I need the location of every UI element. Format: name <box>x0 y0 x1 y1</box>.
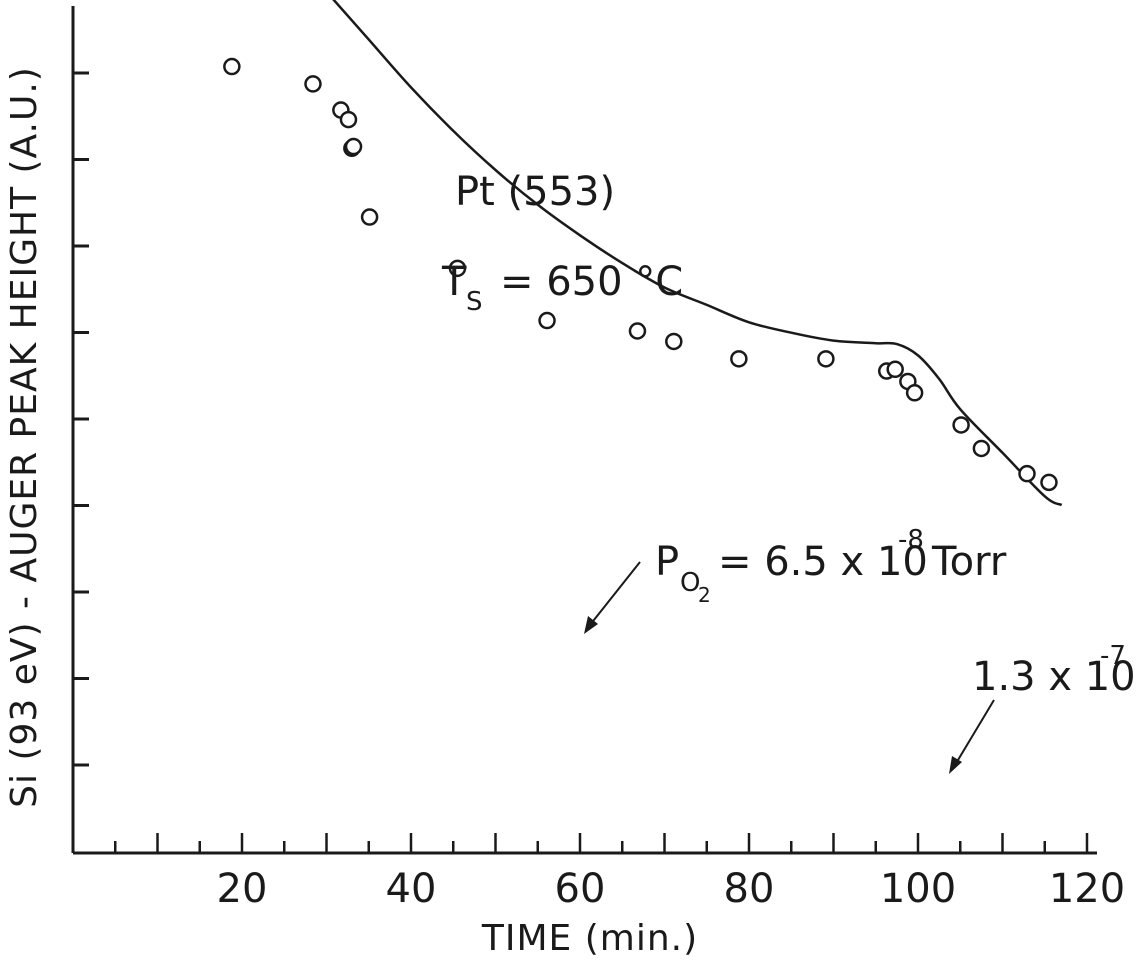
data-point <box>448 259 467 278</box>
y-ticks <box>73 71 89 767</box>
data-point <box>730 350 748 368</box>
temperature-value: = 650 °C <box>500 259 683 305</box>
data-point <box>665 332 683 351</box>
data-points <box>223 57 1058 492</box>
pressure-unit: Torr <box>931 539 1007 585</box>
data-point <box>304 75 322 93</box>
pressure-arrowhead-2 <box>949 756 962 774</box>
data-point <box>223 57 241 76</box>
pressure-arrow-2 <box>951 699 995 771</box>
pressure-2-value: 1.3 x 10 <box>972 654 1136 700</box>
pressure-label-1: P O 2 = 6.5 x 10 -8 Torr <box>655 525 1007 607</box>
pressure-value: = 6.5 x 10 <box>718 539 928 585</box>
pressure-exponent: -8 <box>898 525 924 555</box>
data-point <box>952 416 970 434</box>
pressure-label-2: 1.3 x 10 -7 <box>972 641 1136 700</box>
data-point <box>339 110 358 129</box>
x-tick-label: 20 <box>217 866 268 912</box>
data-point <box>1040 473 1058 492</box>
x-ticks: 20 40 60 80 100 120 <box>114 833 1125 912</box>
pressure-arrowhead-1 <box>584 616 598 634</box>
data-point <box>972 439 991 458</box>
temperature-symbol: T <box>441 259 467 305</box>
data-point <box>1018 464 1036 483</box>
x-tick-label: 40 <box>386 866 437 912</box>
y-axis-title: Si (93 eV) - AUGER PEAK HEIGHT (A.U.) <box>4 66 45 808</box>
x-tick-label: 60 <box>555 866 606 912</box>
data-point <box>360 208 379 226</box>
temperature-label: T S = 650 °C <box>441 259 683 317</box>
data-point <box>344 137 363 156</box>
pressure-subsubscript: 2 <box>698 583 711 607</box>
x-tick-label: 120 <box>1049 866 1125 912</box>
pressure-arrow-1 <box>585 561 641 631</box>
data-point <box>628 322 647 340</box>
temperature-subscript: S <box>466 287 483 317</box>
data-point <box>905 384 924 402</box>
pressure-subscript: O <box>680 568 700 598</box>
x-axis-title: TIME (min.) <box>481 918 698 959</box>
x-tick-label: 100 <box>880 866 956 912</box>
x-tick-label: 80 <box>724 866 775 912</box>
sample-label: Pt (553) <box>455 169 615 215</box>
pressure-symbol: P <box>655 539 679 585</box>
data-point <box>817 350 835 368</box>
data-point <box>886 360 904 379</box>
pressure-2-exponent: -7 <box>1100 641 1126 671</box>
data-point <box>538 311 556 330</box>
fit-curve <box>332 0 1063 507</box>
